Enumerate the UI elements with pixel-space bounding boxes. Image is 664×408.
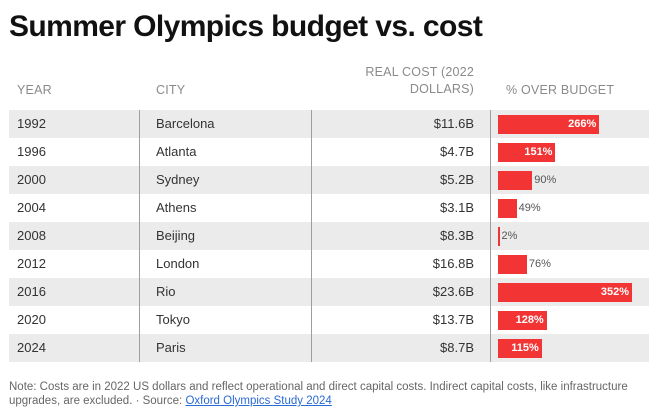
cell-real-cost: $3.1B: [440, 200, 474, 215]
cell-year: 2004: [17, 200, 46, 215]
over-budget-label: 90%: [534, 174, 557, 186]
over-budget-label: 49%: [518, 202, 541, 214]
column-divider: [311, 194, 312, 222]
column-divider: [490, 306, 491, 334]
cell-real-cost: $13.7B: [432, 312, 474, 327]
column-divider: [490, 278, 491, 306]
cell-city: Atlanta: [156, 144, 197, 159]
column-divider: [139, 138, 140, 166]
cell-real-cost: $4.7B: [440, 144, 474, 159]
column-divider: [490, 110, 491, 138]
over-budget-label: 151%: [524, 146, 553, 158]
header-year: YEAR: [17, 83, 52, 97]
table-row: 2000 Sydney $5.2B 90%: [9, 166, 649, 194]
chart-title: Summer Olympics budget vs. cost: [9, 10, 483, 43]
table-row: 1992 Barcelona $11.6B 266%: [9, 110, 649, 138]
column-divider: [139, 250, 140, 278]
cell-city: Paris: [156, 340, 186, 355]
over-budget-label: 115%: [511, 342, 539, 354]
over-budget-bar: [498, 311, 547, 330]
cell-city: Sydney: [156, 172, 200, 187]
table-row: 2012 London $16.8B 76%: [9, 250, 649, 278]
header-over-budget: % OVER BUDGET: [506, 83, 615, 97]
column-divider: [490, 138, 491, 166]
cell-city: Tokyo: [156, 312, 190, 327]
source-link[interactable]: Oxford Olympics Study 2024: [185, 395, 332, 407]
over-budget-bar: [498, 115, 600, 134]
over-budget-bar: [498, 283, 632, 302]
column-divider: [490, 194, 491, 222]
column-divider: [311, 138, 312, 166]
column-divider: [311, 166, 312, 194]
column-divider: [490, 334, 491, 362]
cell-city: Barcelona: [156, 116, 215, 131]
cell-year: 2024: [17, 340, 46, 355]
over-budget-bar: [498, 255, 527, 274]
column-divider: [311, 306, 312, 334]
column-divider: [311, 222, 312, 250]
cell-year: 2020: [17, 312, 46, 327]
column-divider: [139, 334, 140, 362]
cell-real-cost: $8.3B: [440, 228, 474, 243]
table-row: 2016 Rio $23.6B 352%: [9, 278, 649, 306]
over-budget-bar: [498, 339, 542, 358]
footnote: Note: Costs are in 2022 US dollars and r…: [9, 380, 649, 408]
cell-year: 2016: [17, 284, 46, 299]
over-budget-bar: [498, 171, 533, 190]
table-row: 2008 Beijing $8.3B 2%: [9, 222, 649, 250]
cell-real-cost: $16.8B: [432, 256, 474, 271]
cell-year: 2000: [17, 172, 46, 187]
column-divider: [490, 250, 491, 278]
over-budget-bar: [498, 199, 517, 218]
cell-year: 2012: [17, 256, 46, 271]
cell-year: 1996: [17, 144, 46, 159]
table-row: 2020 Tokyo $13.7B 128%: [9, 306, 649, 334]
cell-real-cost: $5.2B: [440, 172, 474, 187]
column-divider: [139, 194, 140, 222]
cell-real-cost: $8.7B: [440, 340, 474, 355]
column-divider: [139, 166, 140, 194]
over-budget-label: 128%: [515, 314, 544, 326]
column-divider: [139, 278, 140, 306]
cell-year: 1992: [17, 116, 46, 131]
table-row: 2024 Paris $8.7B 115%: [9, 334, 649, 362]
over-budget-label: 352%: [600, 286, 629, 298]
column-divider: [490, 166, 491, 194]
olympics-table: 1992 Barcelona $11.6B 266% 1996 Atlanta $4.7B 1…: [9, 110, 649, 362]
column-divider: [139, 222, 140, 250]
column-divider: [490, 222, 491, 250]
over-budget-label: 2%: [501, 230, 518, 242]
cell-city: Rio: [156, 284, 176, 299]
column-divider: [139, 306, 140, 334]
cell-city: Beijing: [156, 228, 196, 243]
header-city: CITY: [156, 83, 186, 97]
over-budget-label: 76%: [528, 258, 551, 270]
table-row: 1996 Atlanta $4.7B 151%: [9, 138, 649, 166]
column-divider: [311, 278, 312, 306]
column-divider: [311, 110, 312, 138]
table-row: 2004 Athens $3.1B 49%: [9, 194, 649, 222]
column-divider: [311, 334, 312, 362]
over-budget-label: 266%: [568, 118, 597, 130]
column-divider: [311, 250, 312, 278]
over-budget-bar: [498, 227, 500, 246]
cell-real-cost: $23.6B: [432, 284, 474, 299]
column-divider: [139, 110, 140, 138]
cell-city: Athens: [156, 200, 197, 215]
header-real-cost: REAL COST (2022 DOLLARS): [365, 65, 474, 96]
cell-real-cost: $11.6B: [433, 116, 474, 131]
cell-city: London: [156, 256, 200, 271]
over-budget-bar: [498, 143, 556, 162]
cell-year: 2008: [17, 228, 46, 243]
